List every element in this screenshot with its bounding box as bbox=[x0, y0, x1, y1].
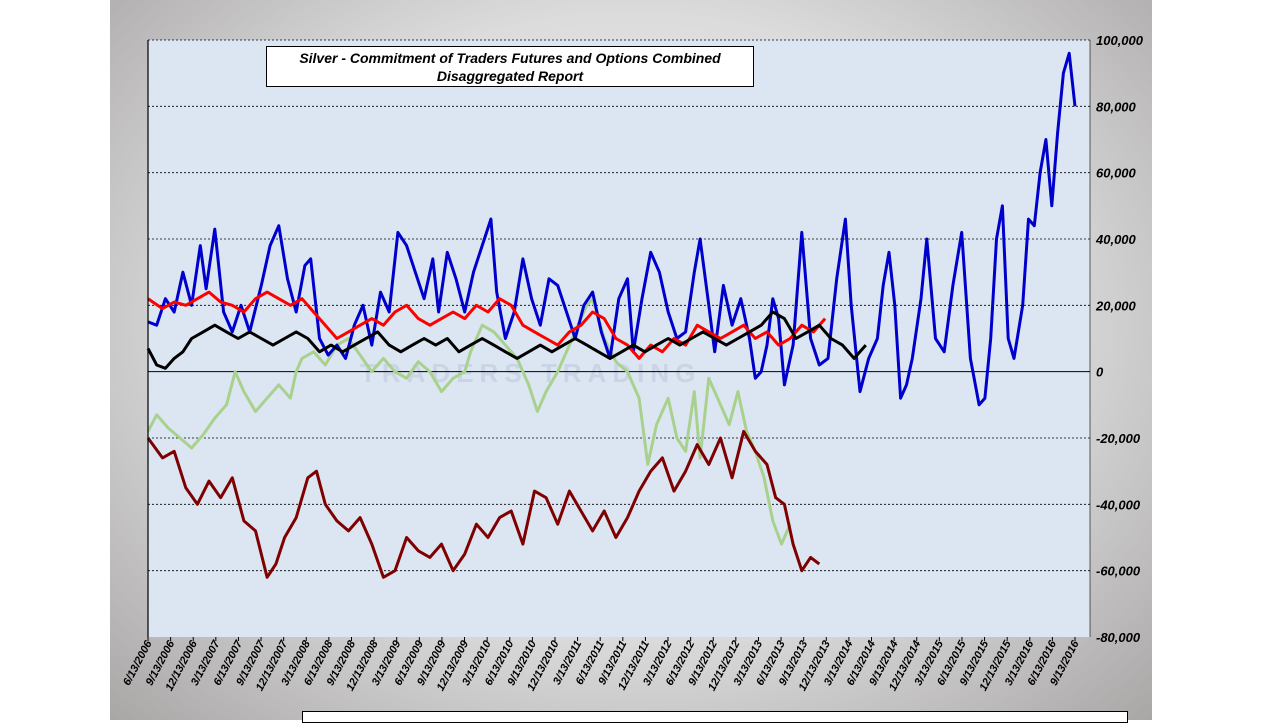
y-tick-label: 100,000 bbox=[1096, 33, 1144, 48]
x-tick-labels: 6/13/20069/13/200612/13/20063/13/20076/1… bbox=[121, 637, 1082, 693]
y-tick-labels: -80,000 -60,000 -40,000 -20,000 0 20,000 40,00… bbox=[1095, 33, 1144, 645]
y-tick-label: 0 bbox=[1096, 365, 1104, 380]
series-line-black-series bbox=[146, 310, 867, 370]
y-tick-label: -60,000 bbox=[1096, 564, 1141, 579]
y-tick-label: 40,000 bbox=[1095, 232, 1137, 247]
chart-title: Silver - Commitment of Traders Futures a… bbox=[299, 50, 721, 66]
chart-title-box: Silver - Commitment of Traders Futures a… bbox=[266, 46, 754, 87]
y-tick-label: -20,000 bbox=[1096, 431, 1141, 446]
y-tick-label: -80,000 bbox=[1096, 630, 1141, 645]
gridlines bbox=[148, 39, 1090, 572]
y-tick-label: 20,000 bbox=[1095, 298, 1137, 313]
series-layer bbox=[146, 51, 1077, 579]
series-line-dark-red-series bbox=[146, 429, 821, 579]
y-tick-label: 80,000 bbox=[1096, 99, 1137, 114]
legend-box bbox=[302, 711, 1128, 723]
y-tick-label: -40,000 bbox=[1096, 497, 1141, 512]
chart-subtitle: Disaggregated Report bbox=[436, 68, 584, 84]
series-line-blue-series bbox=[147, 51, 1077, 407]
plot-area bbox=[148, 40, 1090, 637]
series-line-light-green-series bbox=[146, 297, 792, 546]
series-line-red-series bbox=[147, 290, 827, 360]
y-tick-label: 60,000 bbox=[1096, 166, 1137, 181]
